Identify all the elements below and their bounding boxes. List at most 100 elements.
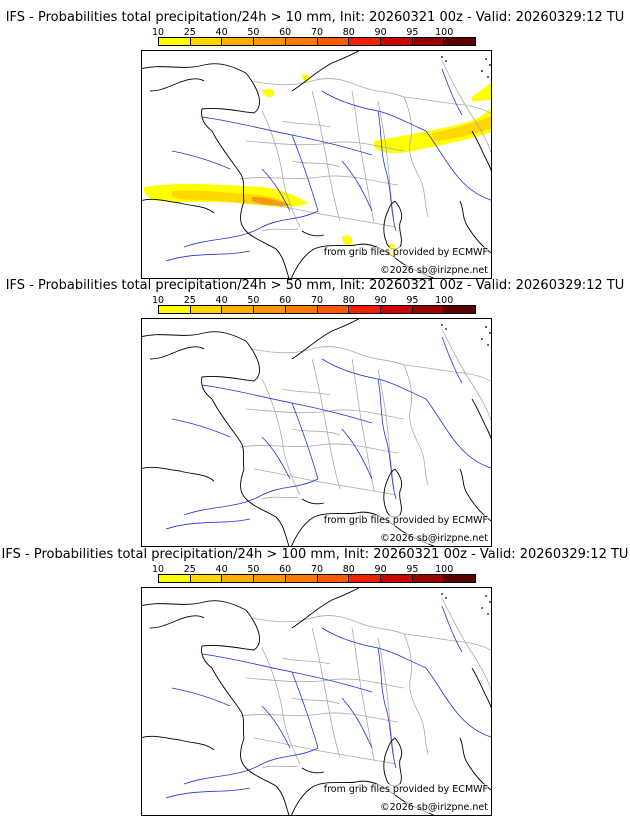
colorbar-segment — [317, 38, 350, 45]
map-svg — [142, 319, 491, 546]
coastline — [383, 468, 396, 510]
colorbar-tick-label: 10 — [151, 27, 165, 38]
precip-area — [262, 88, 275, 98]
coastline — [385, 737, 403, 787]
copyright-credit: ©2026 sb@irizpne.net — [380, 265, 488, 276]
coastline — [383, 200, 396, 242]
coastline — [142, 466, 215, 482]
colorbar-tick-label: 70 — [310, 295, 324, 306]
colorbar-tick-label: 70 — [310, 27, 324, 38]
island-dot — [487, 613, 489, 615]
colorbar-segment — [159, 306, 191, 313]
map-svg — [142, 51, 491, 278]
region-border — [403, 96, 429, 218]
river-line — [291, 402, 319, 480]
river-line — [341, 428, 373, 480]
region-border — [251, 78, 405, 98]
island-dot — [487, 76, 489, 78]
coastline — [301, 498, 325, 505]
river-line — [441, 336, 463, 384]
coastline — [149, 346, 205, 360]
colorbar-segment — [380, 38, 413, 45]
colorbar-segment — [349, 575, 381, 582]
colorbar-tick-label: 90 — [374, 564, 387, 575]
river-line — [425, 130, 491, 201]
island-dot — [489, 332, 491, 334]
probability-colorbar — [158, 305, 476, 314]
colorbar-segment — [444, 38, 476, 45]
colorbar-tick-label: 50 — [247, 295, 260, 306]
panel-title: IFS - Probabilities total precipitation/… — [5, 278, 625, 293]
colorbar-tick-label: 25 — [183, 295, 196, 306]
region-border — [403, 96, 491, 114]
copyright-credit: ©2026 sb@irizpne.net — [380, 533, 488, 544]
region-border — [239, 443, 399, 454]
forecast-panel-1: IFS - Probabilities total precipitation/… — [0, 10, 630, 280]
coastline — [385, 468, 403, 518]
colorbar-segment — [190, 38, 223, 45]
river-line — [171, 687, 231, 707]
colorbar-ticks: 10 25 40 50 60 70 80 90 95 100 — [152, 27, 476, 38]
island-dot — [445, 597, 447, 599]
colorbar-tick-label: 10 — [151, 564, 165, 575]
copyright-credit: ©2026 sb@irizpne.net — [380, 802, 488, 813]
france-map: from grib files provided by ECMWF ©2026 … — [141, 318, 492, 547]
region-border — [253, 200, 397, 228]
precip-area — [342, 235, 353, 245]
forecast-panel-3: IFS - Probabilities total precipitation/… — [0, 547, 630, 817]
coastline — [301, 767, 325, 774]
region-border — [245, 140, 405, 152]
colorbar-tick-label: 100 — [435, 564, 454, 575]
island-dot — [481, 70, 483, 72]
region-border — [311, 358, 341, 490]
coastline — [240, 737, 290, 815]
river-line — [171, 150, 231, 170]
river-line — [425, 667, 491, 738]
region-border — [239, 175, 399, 186]
river-line — [441, 605, 463, 653]
region-border — [403, 364, 491, 382]
coastline — [201, 340, 261, 400]
region-border — [261, 647, 301, 765]
colorbar-tick-label: 95 — [406, 27, 419, 38]
river-line — [183, 478, 319, 516]
colorbar-tick-label: 40 — [215, 564, 228, 575]
colorbar-segment — [159, 38, 191, 45]
colorbar-tick-label: 60 — [279, 27, 292, 38]
region-border — [261, 765, 299, 769]
colorbar-tick-label: 40 — [215, 27, 228, 38]
forecast-panel-2: IFS - Probabilities total precipitation/… — [0, 278, 630, 548]
coastline — [240, 468, 290, 546]
colorbar-tick-label: 50 — [247, 27, 260, 38]
river-line — [165, 518, 251, 530]
colorbar-segment — [444, 306, 476, 313]
coastline — [149, 615, 205, 629]
colorbar-tick-label: 60 — [279, 295, 292, 306]
river-line — [321, 90, 427, 132]
colorbar-segment — [349, 38, 381, 45]
region-border — [351, 627, 375, 761]
coastline — [240, 200, 290, 278]
region-border — [403, 633, 429, 755]
region-border — [377, 368, 395, 490]
colorbar-segment — [285, 575, 318, 582]
colorbar-segment — [380, 575, 413, 582]
river-line — [171, 418, 231, 438]
region-border — [441, 328, 491, 422]
river-line — [201, 653, 373, 693]
region-border — [311, 90, 341, 222]
region-border — [251, 615, 405, 635]
map-svg — [142, 588, 491, 815]
colorbar-tick-label: 70 — [310, 564, 324, 575]
island-dot — [441, 56, 443, 58]
coastline — [201, 609, 261, 669]
region-border — [261, 110, 301, 228]
colorbar-ticks: 10 25 40 50 60 70 80 90 95 100 — [152, 564, 476, 575]
river-line — [261, 436, 291, 480]
colorbar-segment — [254, 575, 286, 582]
coastline — [385, 200, 403, 250]
coastline — [149, 78, 205, 92]
region-border — [441, 60, 491, 154]
coastline — [142, 198, 215, 214]
region-border — [253, 468, 397, 496]
